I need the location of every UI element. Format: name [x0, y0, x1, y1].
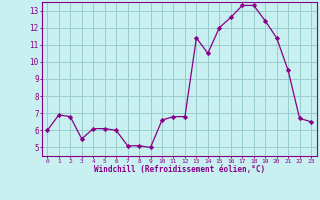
X-axis label: Windchill (Refroidissement éolien,°C): Windchill (Refroidissement éolien,°C) [94, 165, 265, 174]
